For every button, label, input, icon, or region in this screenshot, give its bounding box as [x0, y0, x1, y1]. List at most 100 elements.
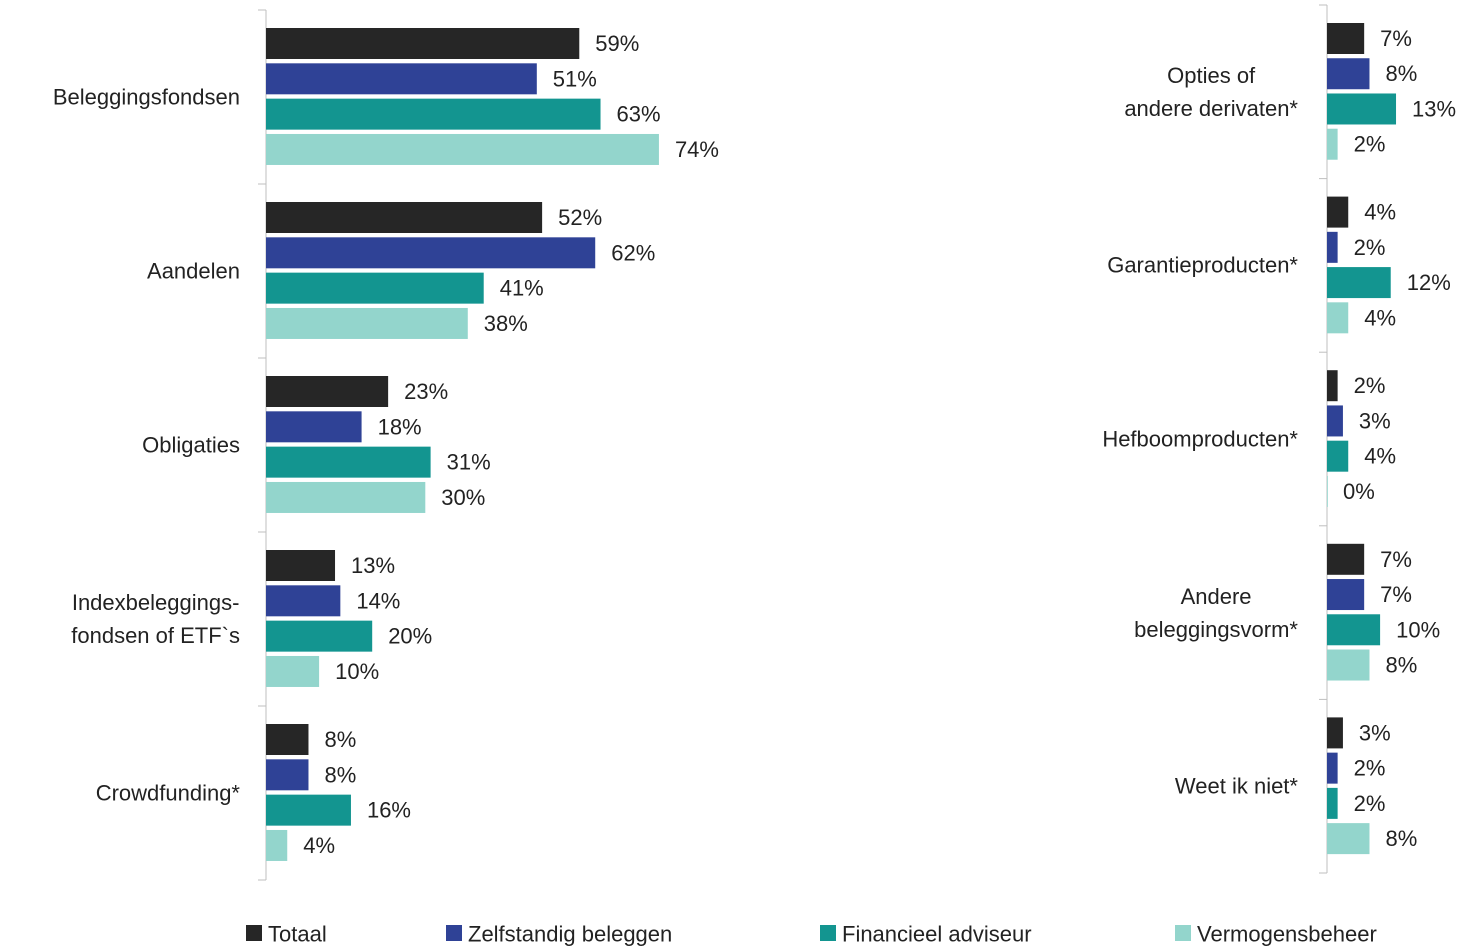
bar [1327, 370, 1338, 402]
bar [1327, 440, 1349, 472]
category-label: Crowdfunding* [95, 780, 240, 806]
value-label: 13% [351, 553, 395, 578]
legend-swatch [1175, 925, 1191, 941]
value-label: 23% [404, 379, 448, 404]
value-label: 3% [1359, 720, 1391, 745]
bar [266, 829, 288, 861]
value-label: 30% [441, 485, 485, 510]
bar [266, 63, 537, 95]
value-label: 13% [1412, 96, 1456, 121]
bar [266, 759, 309, 791]
value-label: 7% [1380, 26, 1412, 51]
bar [1327, 752, 1338, 784]
bar [266, 202, 543, 233]
bar [1327, 475, 1328, 507]
legend-label: Zelfstandig beleggen [468, 922, 672, 947]
bar [1327, 196, 1349, 228]
value-label: 63% [617, 102, 661, 127]
bar [1327, 649, 1370, 681]
value-label: 52% [558, 205, 602, 230]
value-label: 12% [1407, 270, 1451, 295]
bar [1327, 787, 1338, 819]
bar [266, 411, 362, 443]
value-label: 59% [595, 31, 639, 56]
bar [266, 620, 373, 652]
value-label: 74% [675, 137, 719, 162]
bar [266, 237, 596, 269]
bar [1327, 717, 1343, 749]
legend-swatch [446, 925, 462, 941]
category-label: Hefboomproducten* [1102, 426, 1298, 452]
value-label: 38% [484, 311, 528, 336]
value-label: 10% [335, 659, 379, 684]
bar [266, 585, 341, 617]
value-label: 3% [1359, 408, 1391, 433]
category-label: Weet ik niet* [1174, 773, 1298, 799]
value-label: 8% [1385, 653, 1417, 678]
bar [1327, 302, 1349, 334]
value-label: 2% [1354, 235, 1386, 260]
bar [1327, 543, 1365, 575]
value-label: 4% [1364, 444, 1396, 469]
value-label: 41% [500, 276, 544, 301]
bar [1327, 267, 1391, 299]
legend-swatch [820, 925, 836, 941]
bar [266, 794, 351, 826]
value-label: 31% [447, 450, 491, 475]
bar [266, 655, 320, 687]
value-label: 8% [1385, 826, 1417, 851]
bar [1327, 23, 1365, 54]
value-label: 8% [1385, 61, 1417, 86]
bar [1327, 614, 1381, 646]
bar [1327, 231, 1338, 263]
value-label: 2% [1354, 756, 1386, 781]
bar [266, 133, 659, 165]
value-label: 16% [367, 798, 411, 823]
value-label: 20% [388, 624, 432, 649]
value-label: 51% [553, 66, 597, 91]
value-label: 7% [1380, 547, 1412, 572]
category-label: Beleggingsfondsen [52, 84, 240, 110]
bar [266, 446, 431, 478]
value-label: 10% [1396, 617, 1440, 642]
category-label: Garantieproducten* [1107, 252, 1298, 278]
bar [1327, 93, 1397, 125]
bar [266, 98, 601, 130]
bar [266, 724, 309, 755]
value-label: 8% [324, 727, 356, 752]
bar [266, 307, 468, 339]
value-label: 18% [378, 414, 422, 439]
value-label: 8% [324, 762, 356, 787]
bar [1327, 823, 1370, 855]
bar [266, 28, 580, 59]
bar [1327, 405, 1343, 437]
bar [266, 550, 336, 581]
bar [266, 272, 484, 304]
value-label: 4% [1364, 200, 1396, 225]
legend-label: Totaal [268, 922, 327, 947]
value-label: 4% [1364, 305, 1396, 330]
value-label: 62% [611, 240, 655, 265]
category-label: Indexbeleggings- fondsen of ETF`s [71, 590, 240, 648]
value-label: 2% [1354, 132, 1386, 157]
category-label: Obligaties [142, 432, 240, 458]
value-label: 14% [356, 588, 400, 613]
value-label: 4% [303, 833, 335, 858]
legend-label: Financieel adviseur [842, 922, 1032, 947]
category-label: Andere beleggingsvorm* [1134, 583, 1298, 642]
value-label: 7% [1380, 582, 1412, 607]
bar [1327, 579, 1365, 611]
bar [266, 481, 426, 513]
category-label: Aandelen [147, 258, 240, 284]
value-label: 2% [1354, 373, 1386, 398]
value-label: 2% [1354, 791, 1386, 816]
bar [266, 376, 389, 407]
value-label: 0% [1343, 479, 1375, 504]
legend-label: Vermogensbeheer [1197, 922, 1377, 947]
bar [1327, 128, 1338, 160]
category-label: Opties of andere derivaten* [1124, 62, 1298, 121]
legend-swatch [246, 925, 262, 941]
bar [1327, 58, 1370, 90]
